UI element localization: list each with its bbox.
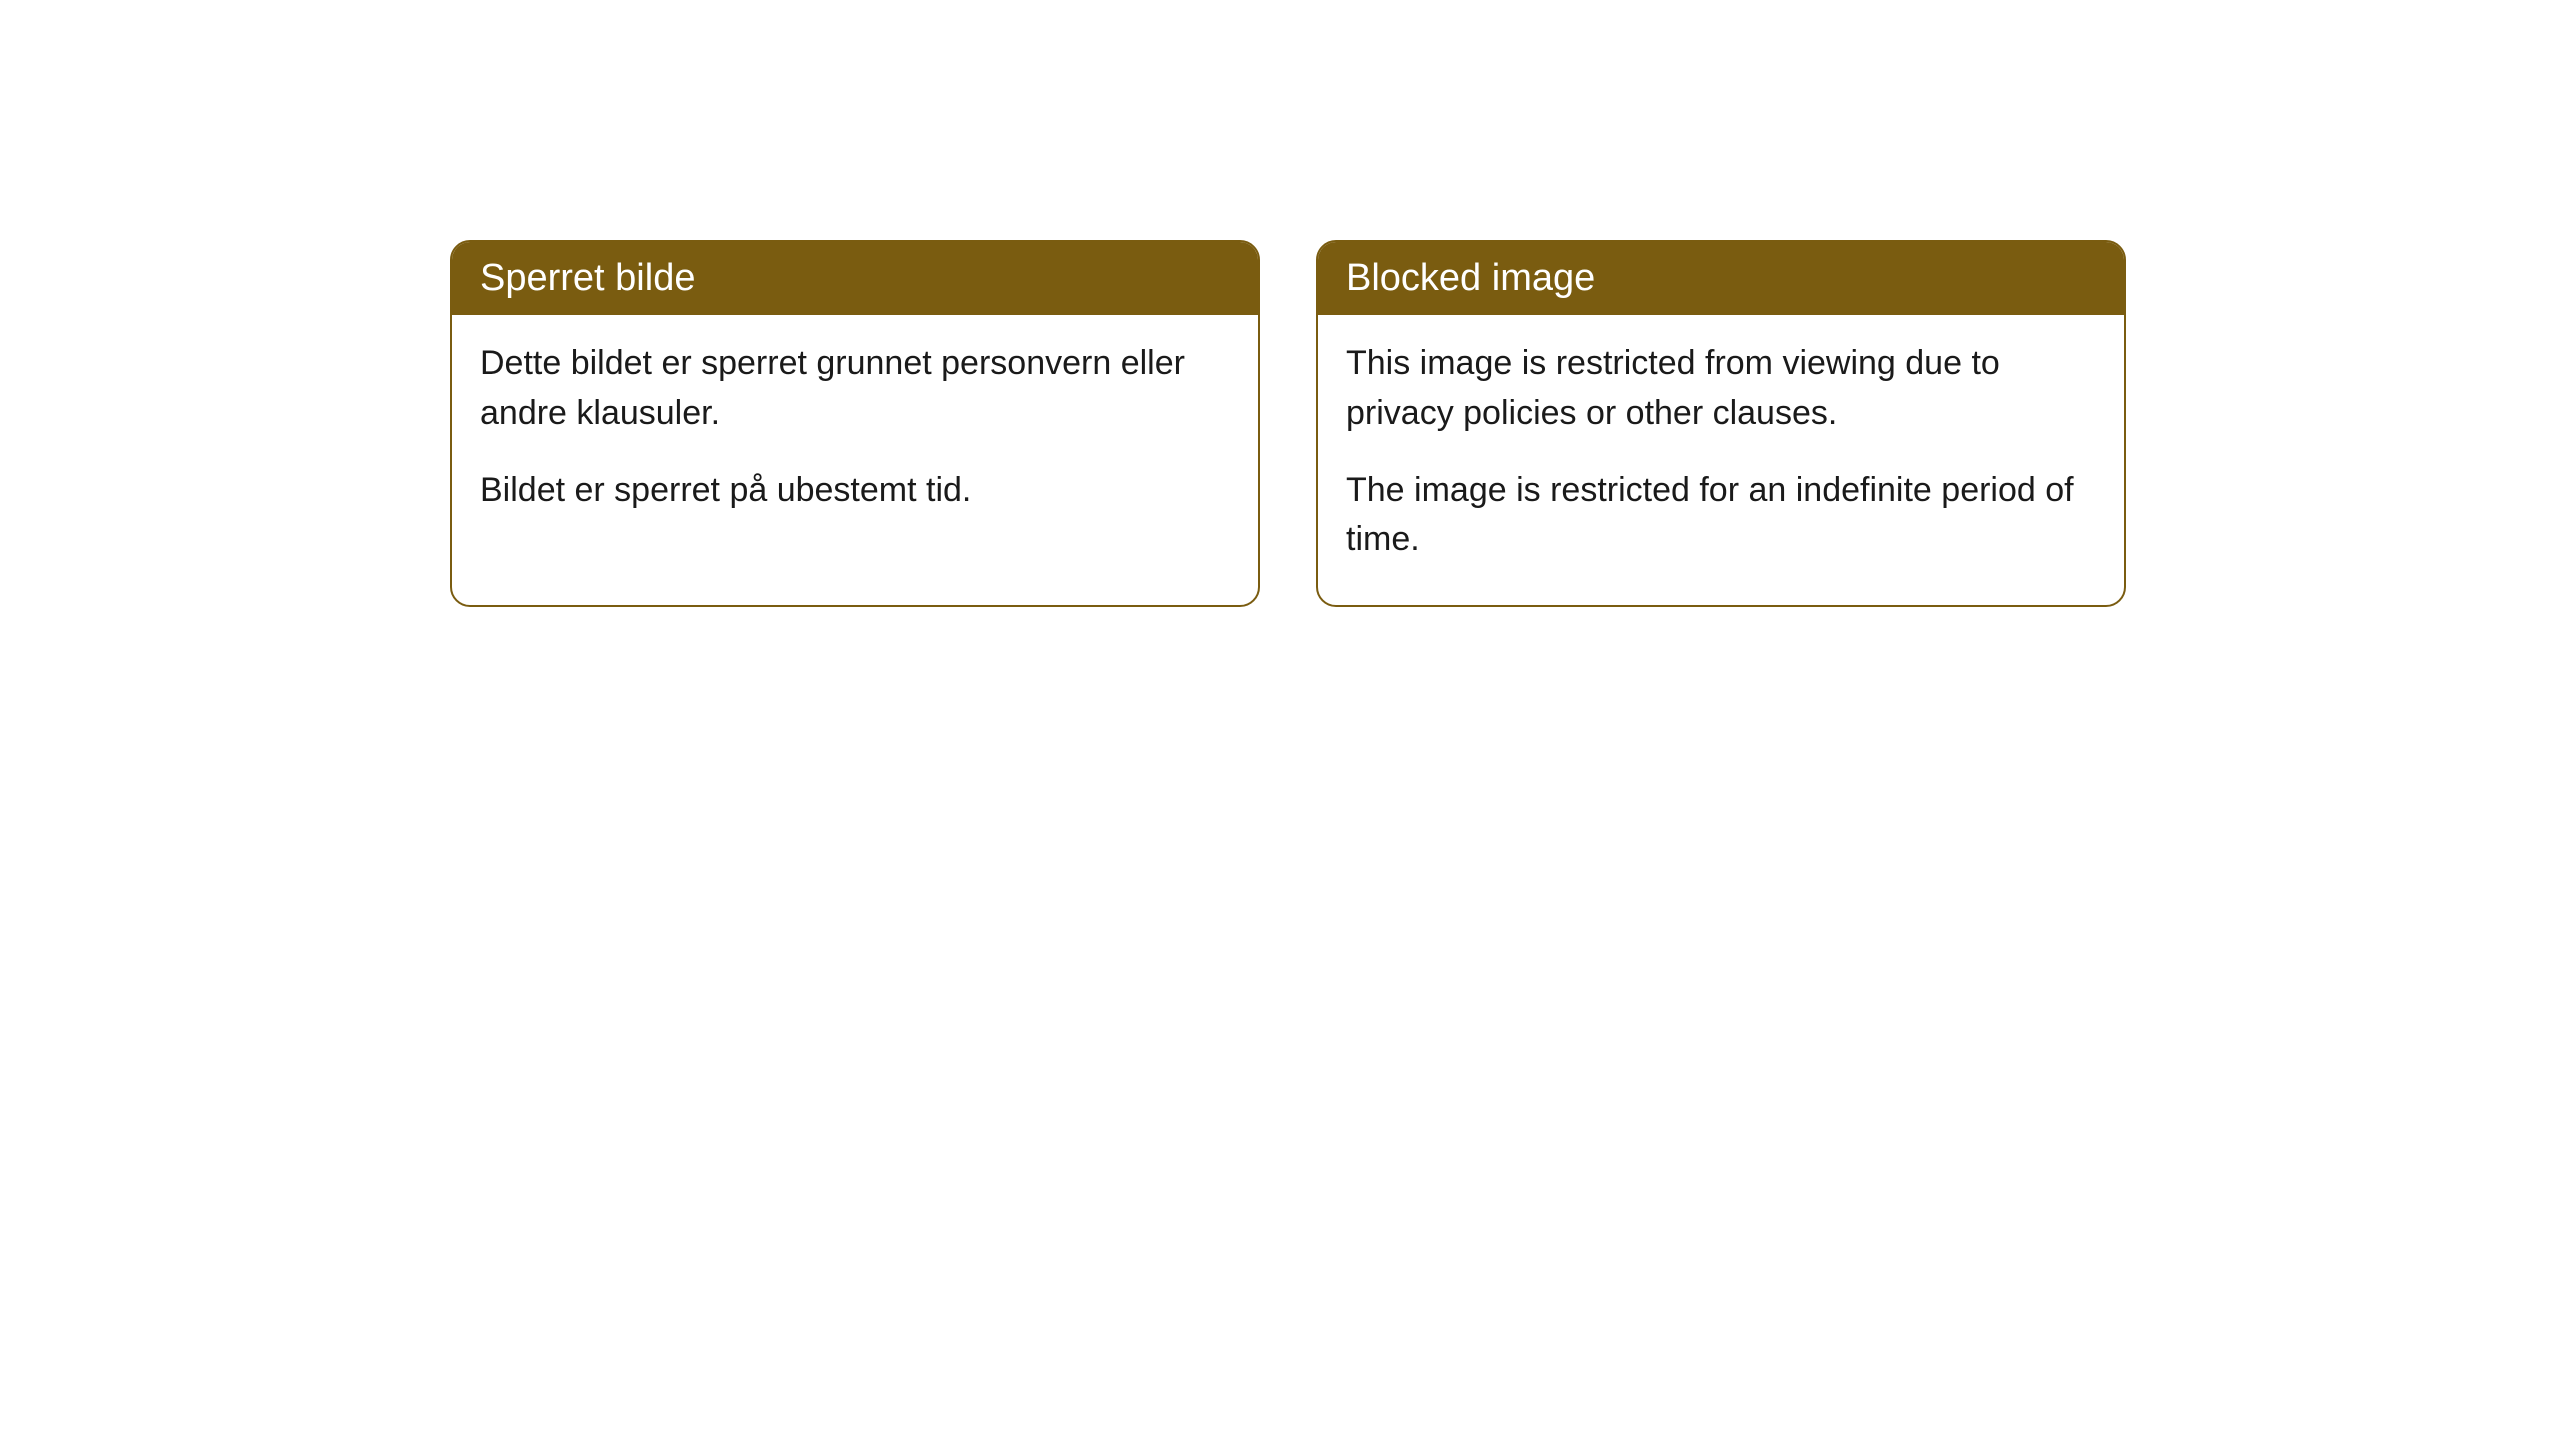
card-header-en: Blocked image bbox=[1318, 242, 2124, 315]
card-para2-no: Bildet er sperret på ubestemt tid. bbox=[480, 466, 1230, 515]
card-body-no: Dette bildet er sperret grunnet personve… bbox=[452, 315, 1258, 555]
blocked-image-card-en: Blocked image This image is restricted f… bbox=[1316, 240, 2126, 607]
blocked-image-cards: Sperret bilde Dette bildet er sperret gr… bbox=[450, 240, 2126, 607]
card-header-no: Sperret bilde bbox=[452, 242, 1258, 315]
card-para2-en: The image is restricted for an indefinit… bbox=[1346, 466, 2096, 565]
card-para1-en: This image is restricted from viewing du… bbox=[1346, 339, 2096, 438]
card-para1-no: Dette bildet er sperret grunnet personve… bbox=[480, 339, 1230, 438]
blocked-image-card-no: Sperret bilde Dette bildet er sperret gr… bbox=[450, 240, 1260, 607]
card-body-en: This image is restricted from viewing du… bbox=[1318, 315, 2124, 604]
